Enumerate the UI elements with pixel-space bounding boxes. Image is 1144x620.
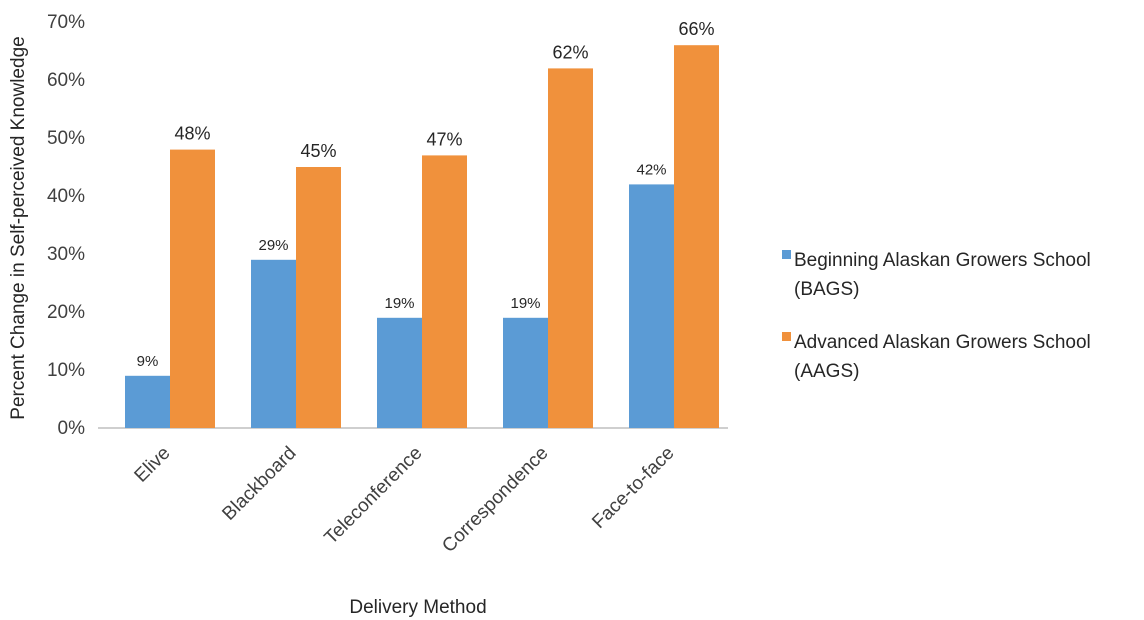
x-tick-label: Elive (131, 443, 175, 487)
x-axis-title: Delivery Method (349, 597, 486, 618)
bars (125, 45, 719, 429)
y-tick-label: 10% (47, 360, 85, 381)
legend-label: Advanced Alaskan Growers School (794, 332, 1091, 353)
data-label: 19% (384, 295, 414, 312)
bags-bar (377, 317, 422, 428)
x-tick-label: Correspondence (438, 443, 552, 557)
x-tick-label: Face-to-face (588, 443, 678, 533)
data-label: 29% (258, 237, 288, 254)
x-tick-label: Blackboard (218, 443, 300, 525)
data-label: 47% (426, 129, 462, 149)
y-tick-label: 50% (47, 128, 85, 149)
legend-label: Beginning Alaskan Growers School (794, 250, 1091, 271)
data-label: 9% (137, 353, 159, 370)
legend-swatch (782, 250, 791, 259)
aags-bar (422, 155, 467, 428)
data-label: 19% (510, 295, 540, 312)
y-axis-title: Percent Change in Self-perceived Knowled… (8, 36, 29, 419)
aags-bar (674, 45, 719, 428)
aags-bar (548, 68, 593, 429)
data-label: 42% (636, 161, 666, 178)
data-label: 45% (300, 141, 336, 161)
aags-bar (170, 149, 215, 428)
y-tick-label: 30% (47, 244, 85, 265)
bags-bar (125, 375, 170, 428)
data-labels: 9% 29% 19% 19% 42% 48% 45% 47% 62% 66% (137, 19, 715, 370)
y-tick-label: 60% (47, 70, 85, 91)
legend-label: (BAGS) (794, 279, 859, 300)
bags-bar (629, 184, 674, 428)
data-label: 48% (174, 124, 210, 144)
legend-label: (AAGS) (794, 361, 859, 382)
aags-bar (296, 167, 341, 428)
bags-bar (251, 259, 296, 428)
legend: Beginning Alaskan Growers School (BAGS) Ad… (782, 250, 1091, 382)
y-tick-label: 0% (58, 418, 86, 439)
x-axis-ticks: Elive Blackboard Teleconference Corresponde… (131, 443, 679, 557)
y-axis-ticks: 0% 10% 20% 30% 40% 50% 60% 70% (47, 12, 85, 439)
y-tick-label: 20% (47, 302, 85, 323)
data-label: 66% (678, 19, 714, 39)
legend-swatch (782, 332, 791, 341)
x-tick-label: Teleconference (321, 443, 427, 549)
y-tick-label: 40% (47, 186, 85, 207)
y-tick-label: 70% (47, 12, 85, 33)
data-label: 62% (552, 42, 588, 62)
bags-bar (503, 317, 548, 428)
